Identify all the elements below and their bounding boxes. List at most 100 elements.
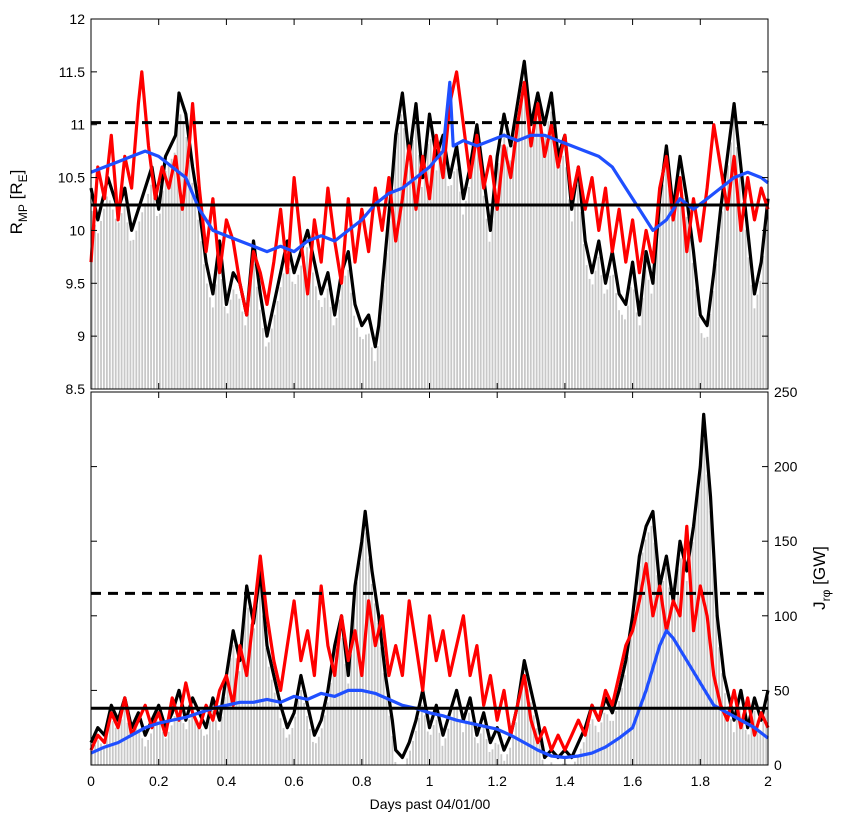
bottom-background-bar — [297, 700, 300, 765]
bottom-background-bar — [391, 736, 394, 765]
top-background-bar — [712, 290, 715, 389]
bottom-background-bar — [129, 735, 132, 765]
top-background-bar — [182, 123, 185, 389]
top-background-bar — [662, 184, 665, 389]
top-background-bar — [403, 128, 406, 389]
top-background-bar — [532, 126, 535, 390]
top-background-bar — [453, 171, 456, 389]
top-y-tick-label: 11.5 — [59, 64, 85, 80]
bottom-background-bar — [476, 743, 479, 765]
top-y-axis-label: RMP [RE] — [7, 170, 30, 235]
bottom-background-bar — [523, 676, 526, 765]
bottom-background-bar — [441, 745, 444, 765]
bottom-background-bar — [679, 558, 682, 765]
top-background-bar — [626, 305, 629, 389]
bottom-background-bar — [138, 728, 141, 765]
top-background-bar — [391, 187, 394, 389]
bottom-background-bar — [344, 664, 347, 765]
top-background-bar — [688, 239, 691, 389]
bottom-background-bar — [565, 763, 567, 765]
x-axis-label: Days past 04/01/00 — [370, 796, 491, 812]
bottom-background-bar — [273, 692, 276, 765]
top-background-bar — [650, 293, 653, 389]
bottom-background-bar — [420, 704, 423, 765]
top-background-bar — [347, 269, 350, 389]
bottom-background-bar — [591, 719, 594, 765]
bottom-background-bar — [314, 743, 317, 765]
top-background-bar — [161, 190, 164, 389]
top-background-bar — [382, 285, 385, 389]
top-background-bar — [759, 280, 762, 389]
top-background-bar — [432, 157, 435, 389]
top-background-bar — [679, 179, 682, 389]
top-background-bar — [523, 85, 526, 390]
top-background-bar — [397, 132, 400, 390]
bottom-background-bar — [756, 720, 759, 765]
top-background-bar — [356, 327, 358, 389]
x-tick-label: 2 — [764, 773, 772, 789]
top-background-bar — [185, 136, 188, 389]
x-tick-label: 0.6 — [284, 773, 304, 789]
bottom-background-bar — [261, 615, 264, 765]
bottom-background-bar — [647, 532, 650, 765]
top-background-bar — [597, 256, 600, 389]
bottom-background-bar — [450, 718, 453, 765]
top-background-bar — [741, 202, 744, 389]
top-background-bar — [105, 196, 108, 389]
top-y-tick-label: 9 — [77, 328, 85, 344]
top-background-bar — [438, 161, 441, 389]
top-background-bar — [585, 265, 588, 389]
bottom-background-bar — [485, 738, 488, 765]
bottom-background-bar — [209, 721, 211, 765]
bottom-background-bar — [435, 719, 438, 765]
top-background-bar — [735, 147, 738, 389]
bottom-background-bar — [691, 542, 694, 765]
bottom-background-bar — [388, 715, 391, 765]
bottom-background-bar — [697, 491, 700, 765]
bottom-background-bar — [173, 715, 176, 765]
bottom-background-bar — [350, 644, 353, 765]
top-background-bar — [376, 346, 379, 389]
bottom-background-bar — [291, 727, 294, 765]
top-background-bar — [150, 184, 152, 389]
top-background-bar — [571, 221, 573, 389]
top-panel: 8.5 9 9.5 10 10.5 11 11.5 12 — [58, 11, 770, 397]
bottom-background-bar — [250, 623, 253, 765]
bottom-background-bar — [750, 721, 753, 765]
top-background-bar — [426, 143, 429, 389]
bottom-background-bar — [326, 702, 329, 765]
top-background-bar — [114, 218, 117, 389]
bottom-background-bar — [423, 715, 426, 765]
bottom-background-bar — [320, 728, 323, 765]
top-background-bar — [144, 203, 147, 389]
bottom-background-bar — [373, 603, 376, 765]
top-y-tick-label: 8.5 — [66, 381, 86, 397]
bottom-background-bar — [600, 722, 603, 765]
top-background-bar — [309, 258, 311, 389]
top-background-bar — [132, 239, 135, 389]
bottom-background-bar — [500, 754, 503, 765]
bottom-background-bar — [724, 693, 726, 765]
bottom-background-bar — [238, 671, 241, 765]
bottom-background-bar — [267, 666, 270, 765]
top-background-bar — [232, 289, 235, 389]
bottom-background-bar — [164, 738, 167, 765]
bottom-background-bar — [494, 742, 497, 765]
bottom-background-bar — [762, 721, 765, 765]
bottom-background-bar — [741, 713, 744, 765]
top-background-bar — [147, 193, 149, 389]
bottom-background-bar — [126, 722, 129, 765]
top-background-bar — [170, 158, 173, 389]
top-background-bar — [244, 325, 247, 389]
bottom-background-bar — [730, 719, 732, 765]
top-background-bar — [615, 293, 618, 389]
top-background-bar — [429, 139, 432, 389]
top-background-bar — [703, 337, 706, 389]
top-background-bar — [279, 287, 282, 389]
top-background-bar — [526, 112, 529, 390]
x-tick-label: 1.2 — [487, 773, 507, 789]
bottom-background-bar — [161, 731, 164, 765]
bottom-background-bar — [409, 750, 411, 765]
bottom-background-bar — [468, 712, 470, 765]
bottom-background-bar — [270, 679, 273, 765]
